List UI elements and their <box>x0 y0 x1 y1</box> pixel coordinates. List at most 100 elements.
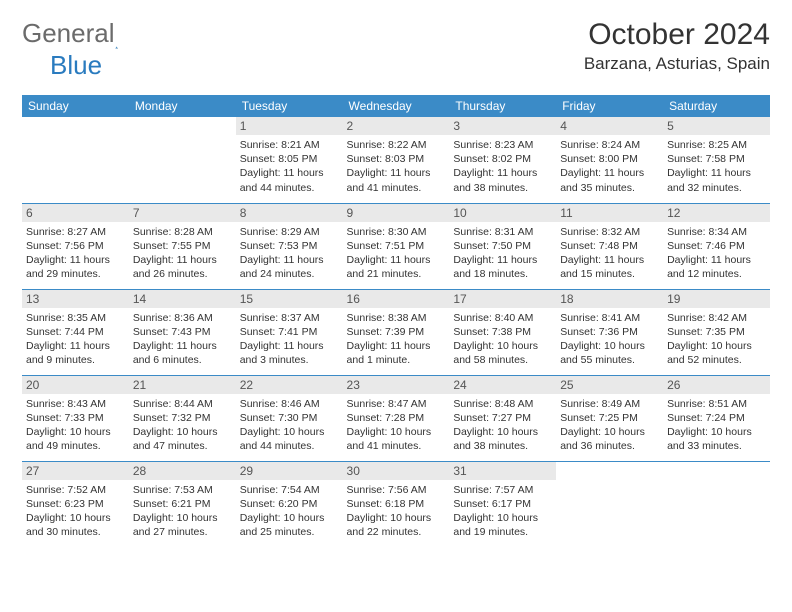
day-number: 5 <box>663 117 770 135</box>
day-detail-line: Daylight: 10 hours <box>240 511 339 525</box>
day-detail-line: Sunrise: 8:37 AM <box>240 311 339 325</box>
day-detail-line: and 47 minutes. <box>133 439 232 453</box>
day-detail-line: Sunset: 7:28 PM <box>347 411 446 425</box>
day-detail-line: and 44 minutes. <box>240 439 339 453</box>
day-detail-line: Daylight: 11 hours <box>347 166 446 180</box>
day-detail-line: Sunrise: 7:57 AM <box>453 483 552 497</box>
day-detail-line: Sunrise: 7:56 AM <box>347 483 446 497</box>
day-detail-line: Sunset: 7:30 PM <box>240 411 339 425</box>
day-detail-line: Daylight: 10 hours <box>667 425 766 439</box>
day-detail-line: Sunrise: 8:30 AM <box>347 225 446 239</box>
day-detail-line: Sunset: 6:18 PM <box>347 497 446 511</box>
day-details: Sunrise: 8:35 AMSunset: 7:44 PMDaylight:… <box>26 311 125 368</box>
day-detail-line: Sunset: 8:03 PM <box>347 152 446 166</box>
day-number: 20 <box>22 376 129 394</box>
day-details: Sunrise: 7:56 AMSunset: 6:18 PMDaylight:… <box>347 483 446 540</box>
logo-text-general: General <box>22 18 115 49</box>
calendar-week-row: 27Sunrise: 7:52 AMSunset: 6:23 PMDayligh… <box>22 461 770 547</box>
calendar-week-row: 13Sunrise: 8:35 AMSunset: 7:44 PMDayligh… <box>22 289 770 375</box>
day-number: 7 <box>129 204 236 222</box>
day-number: 30 <box>343 462 450 480</box>
day-detail-line: Sunrise: 8:21 AM <box>240 138 339 152</box>
day-detail-line: and 27 minutes. <box>133 525 232 539</box>
day-detail-line: Sunset: 7:43 PM <box>133 325 232 339</box>
day-detail-line: Daylight: 11 hours <box>133 253 232 267</box>
day-details: Sunrise: 8:41 AMSunset: 7:36 PMDaylight:… <box>560 311 659 368</box>
day-detail-line: and 38 minutes. <box>453 181 552 195</box>
day-detail-line: Daylight: 11 hours <box>26 339 125 353</box>
day-detail-line: Sunrise: 8:34 AM <box>667 225 766 239</box>
weekday-header: Friday <box>556 95 663 117</box>
day-detail-line: Daylight: 11 hours <box>347 253 446 267</box>
day-detail-line: Sunrise: 8:41 AM <box>560 311 659 325</box>
calendar-day-cell: 14Sunrise: 8:36 AMSunset: 7:43 PMDayligh… <box>129 289 236 375</box>
weekday-header: Sunday <box>22 95 129 117</box>
day-detail-line: Daylight: 10 hours <box>560 339 659 353</box>
day-detail-line: and 38 minutes. <box>453 439 552 453</box>
day-detail-line: Sunset: 7:48 PM <box>560 239 659 253</box>
calendar-week-row: 1Sunrise: 8:21 AMSunset: 8:05 PMDaylight… <box>22 117 770 203</box>
day-detail-line: and 25 minutes. <box>240 525 339 539</box>
day-detail-line: Daylight: 10 hours <box>560 425 659 439</box>
weekday-header: Thursday <box>449 95 556 117</box>
day-detail-line: and 29 minutes. <box>26 267 125 281</box>
day-details: Sunrise: 8:49 AMSunset: 7:25 PMDaylight:… <box>560 397 659 454</box>
day-detail-line: Daylight: 10 hours <box>347 511 446 525</box>
day-detail-line: and 58 minutes. <box>453 353 552 367</box>
weekday-header: Tuesday <box>236 95 343 117</box>
calendar-day-cell: 9Sunrise: 8:30 AMSunset: 7:51 PMDaylight… <box>343 203 450 289</box>
day-details: Sunrise: 8:44 AMSunset: 7:32 PMDaylight:… <box>133 397 232 454</box>
day-detail-line: Sunset: 8:02 PM <box>453 152 552 166</box>
day-detail-line: Sunset: 7:58 PM <box>667 152 766 166</box>
day-detail-line: Daylight: 11 hours <box>453 166 552 180</box>
day-detail-line: Sunset: 7:35 PM <box>667 325 766 339</box>
day-detail-line: and 41 minutes. <box>347 439 446 453</box>
day-detail-line: and 6 minutes. <box>133 353 232 367</box>
day-detail-line: and 30 minutes. <box>26 525 125 539</box>
day-number: 17 <box>449 290 556 308</box>
day-details: Sunrise: 7:52 AMSunset: 6:23 PMDaylight:… <box>26 483 125 540</box>
calendar-day-cell: 10Sunrise: 8:31 AMSunset: 7:50 PMDayligh… <box>449 203 556 289</box>
weekday-header: Saturday <box>663 95 770 117</box>
day-detail-line: and 15 minutes. <box>560 267 659 281</box>
calendar-day-cell: 23Sunrise: 8:47 AMSunset: 7:28 PMDayligh… <box>343 375 450 461</box>
day-details: Sunrise: 8:47 AMSunset: 7:28 PMDaylight:… <box>347 397 446 454</box>
day-detail-line: and 33 minutes. <box>667 439 766 453</box>
day-detail-line: and 19 minutes. <box>453 525 552 539</box>
title-block: October 2024 Barzana, Asturias, Spain <box>584 18 770 74</box>
day-detail-line: and 32 minutes. <box>667 181 766 195</box>
day-details: Sunrise: 8:36 AMSunset: 7:43 PMDaylight:… <box>133 311 232 368</box>
day-detail-line: Daylight: 11 hours <box>667 253 766 267</box>
day-detail-line: Daylight: 11 hours <box>667 166 766 180</box>
logo-text-blue: Blue <box>50 50 102 81</box>
day-number: 22 <box>236 376 343 394</box>
calendar-day-cell: 25Sunrise: 8:49 AMSunset: 7:25 PMDayligh… <box>556 375 663 461</box>
day-detail-line: and 41 minutes. <box>347 181 446 195</box>
day-details: Sunrise: 8:34 AMSunset: 7:46 PMDaylight:… <box>667 225 766 282</box>
day-detail-line: Daylight: 10 hours <box>26 511 125 525</box>
day-detail-line: Sunrise: 8:47 AM <box>347 397 446 411</box>
day-detail-line: Sunrise: 7:54 AM <box>240 483 339 497</box>
day-detail-line: Sunset: 7:50 PM <box>453 239 552 253</box>
day-detail-line: Sunrise: 7:52 AM <box>26 483 125 497</box>
calendar-day-cell: 30 Sunrise: 7:56 AMSunset: 6:18 PMDayligh… <box>343 461 450 547</box>
day-details: Sunrise: 8:38 AMSunset: 7:39 PMDaylight:… <box>347 311 446 368</box>
day-detail-line: Sunset: 7:56 PM <box>26 239 125 253</box>
day-detail-line: and 36 minutes. <box>560 439 659 453</box>
day-detail-line: Daylight: 10 hours <box>453 425 552 439</box>
day-detail-line: Daylight: 11 hours <box>26 253 125 267</box>
day-detail-line: Sunrise: 8:38 AM <box>347 311 446 325</box>
day-details: Sunrise: 8:27 AMSunset: 7:56 PMDaylight:… <box>26 225 125 282</box>
calendar-day-cell: 16Sunrise: 8:38 AMSunset: 7:39 PMDayligh… <box>343 289 450 375</box>
weekday-header-row: Sunday Monday Tuesday Wednesday Thursday… <box>22 95 770 117</box>
day-details: Sunrise: 8:37 AMSunset: 7:41 PMDaylight:… <box>240 311 339 368</box>
day-detail-line: Sunrise: 8:44 AM <box>133 397 232 411</box>
weekday-header: Monday <box>129 95 236 117</box>
day-detail-line: and 12 minutes. <box>667 267 766 281</box>
day-detail-line: Sunset: 6:20 PM <box>240 497 339 511</box>
day-details: Sunrise: 8:51 AMSunset: 7:24 PMDaylight:… <box>667 397 766 454</box>
day-detail-line: Sunrise: 8:48 AM <box>453 397 552 411</box>
calendar-day-cell <box>129 117 236 203</box>
day-detail-line: Sunrise: 8:42 AM <box>667 311 766 325</box>
calendar-day-cell: 17Sunrise: 8:40 AMSunset: 7:38 PMDayligh… <box>449 289 556 375</box>
